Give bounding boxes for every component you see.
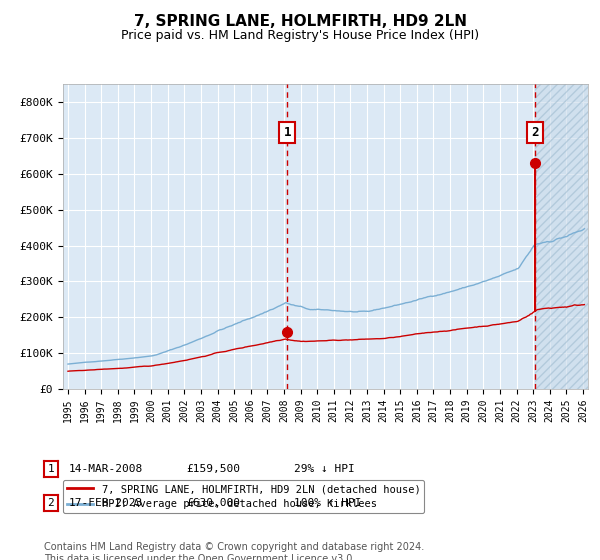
Text: 2: 2 bbox=[47, 498, 55, 508]
Text: Price paid vs. HM Land Registry's House Price Index (HPI): Price paid vs. HM Land Registry's House … bbox=[121, 29, 479, 42]
Text: 7, SPRING LANE, HOLMFIRTH, HD9 2LN: 7, SPRING LANE, HOLMFIRTH, HD9 2LN bbox=[133, 14, 467, 29]
Text: 2: 2 bbox=[532, 126, 539, 139]
Text: 14-MAR-2008: 14-MAR-2008 bbox=[69, 464, 143, 474]
Text: £159,500: £159,500 bbox=[186, 464, 240, 474]
Text: 100% ↑ HPI: 100% ↑ HPI bbox=[294, 498, 361, 508]
Text: 29% ↓ HPI: 29% ↓ HPI bbox=[294, 464, 355, 474]
Text: 1: 1 bbox=[47, 464, 55, 474]
Text: £630,000: £630,000 bbox=[186, 498, 240, 508]
Text: 1: 1 bbox=[284, 126, 291, 139]
Bar bbox=[535, 84, 592, 389]
Text: Contains HM Land Registry data © Crown copyright and database right 2024.
This d: Contains HM Land Registry data © Crown c… bbox=[44, 542, 424, 560]
Text: 17-FEB-2023: 17-FEB-2023 bbox=[69, 498, 143, 508]
Legend: 7, SPRING LANE, HOLMFIRTH, HD9 2LN (detached house), HPI: Average price, detache: 7, SPRING LANE, HOLMFIRTH, HD9 2LN (deta… bbox=[63, 480, 424, 514]
